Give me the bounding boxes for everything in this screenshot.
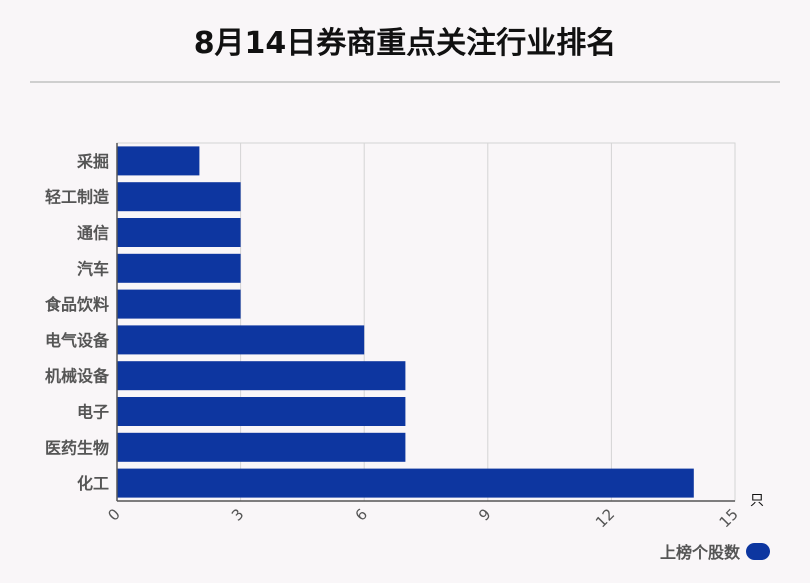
y-category-label: 食品饮料 xyxy=(44,295,109,314)
x-tick-label: 3 xyxy=(228,505,247,524)
x-tick-label: 6 xyxy=(352,505,371,524)
legend: 上榜个股数 xyxy=(660,540,771,562)
bar xyxy=(117,325,365,355)
y-category-label: 电子 xyxy=(77,403,109,422)
y-category-label: 机械设备 xyxy=(45,367,110,386)
y-category-label: 化工 xyxy=(77,474,109,493)
chart-title: 8月14日券商重点关注行业排名 xyxy=(193,26,617,61)
bar xyxy=(117,182,241,212)
bar xyxy=(117,253,241,283)
x-unit-label: 只 xyxy=(750,493,764,509)
bar xyxy=(117,468,694,498)
y-category-label: 汽车 xyxy=(77,259,109,278)
bar xyxy=(117,146,200,176)
x-tick-label: 0 xyxy=(104,505,123,524)
y-category-label: 采掘 xyxy=(76,152,109,171)
x-tick-label: 15 xyxy=(716,505,742,531)
bar xyxy=(117,432,406,462)
legend-swatch xyxy=(746,542,771,560)
y-category-label: 通信 xyxy=(77,224,109,243)
title-divider xyxy=(30,81,780,83)
bar xyxy=(117,289,241,319)
bar xyxy=(117,218,241,247)
legend-label: 上榜个股数 xyxy=(660,543,741,562)
y-category-label: 医药生物 xyxy=(45,438,109,457)
x-tick-label: 12 xyxy=(592,505,618,531)
y-category-label: 电气设备 xyxy=(45,331,110,350)
x-tick-label: 9 xyxy=(475,505,494,524)
y-category-label: 轻工制造 xyxy=(45,188,110,207)
bar xyxy=(117,361,406,391)
bar xyxy=(117,397,406,426)
